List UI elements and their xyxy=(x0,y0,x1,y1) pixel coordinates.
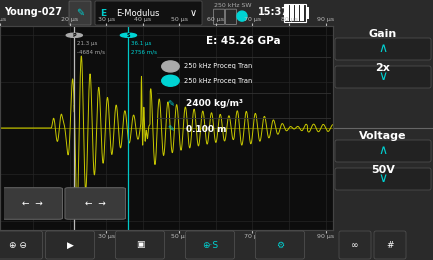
Text: 50V: 50V xyxy=(371,165,395,175)
Text: S: S xyxy=(240,14,244,19)
Text: 15:37: 15:37 xyxy=(258,8,289,17)
Circle shape xyxy=(237,11,247,21)
Text: Voltage: Voltage xyxy=(359,131,407,141)
Text: ⚙: ⚙ xyxy=(276,240,284,250)
FancyBboxPatch shape xyxy=(45,231,94,259)
Text: 21.3 µs: 21.3 µs xyxy=(77,41,97,46)
FancyBboxPatch shape xyxy=(255,231,304,259)
FancyBboxPatch shape xyxy=(339,231,371,259)
FancyBboxPatch shape xyxy=(335,38,431,60)
Text: ▶: ▶ xyxy=(67,240,74,250)
FancyBboxPatch shape xyxy=(0,231,42,259)
Text: 250 kHz SW: 250 kHz SW xyxy=(214,3,252,8)
Text: S: S xyxy=(127,33,130,38)
Text: ✎: ✎ xyxy=(76,8,84,18)
Circle shape xyxy=(162,61,179,72)
Text: ∞: ∞ xyxy=(351,240,359,250)
Circle shape xyxy=(66,33,82,37)
Text: ∧: ∧ xyxy=(378,42,388,55)
Text: 36.1 µs: 36.1 µs xyxy=(131,41,152,46)
FancyBboxPatch shape xyxy=(295,5,299,21)
FancyBboxPatch shape xyxy=(306,7,309,19)
Text: E: E xyxy=(100,9,106,17)
Circle shape xyxy=(120,33,136,37)
FancyBboxPatch shape xyxy=(374,231,406,259)
Text: 0.100 m: 0.100 m xyxy=(186,125,226,134)
Text: ✎: ✎ xyxy=(167,99,174,108)
Text: 2400 kg/m³: 2400 kg/m³ xyxy=(186,99,243,108)
Text: ∨: ∨ xyxy=(378,70,388,83)
Circle shape xyxy=(162,75,179,86)
Text: Young-027: Young-027 xyxy=(4,8,62,17)
Text: 2756 m/s: 2756 m/s xyxy=(131,49,157,54)
Text: E-Modulus: E-Modulus xyxy=(116,9,159,17)
Text: #: # xyxy=(386,240,394,250)
Text: P: P xyxy=(72,33,76,38)
Text: ∨: ∨ xyxy=(190,8,197,18)
Text: E: 45.26 GPa: E: 45.26 GPa xyxy=(207,36,281,46)
FancyBboxPatch shape xyxy=(116,231,165,259)
Text: ⊕ ⊖: ⊕ ⊖ xyxy=(9,240,27,250)
FancyBboxPatch shape xyxy=(285,5,289,21)
FancyBboxPatch shape xyxy=(335,140,431,162)
FancyBboxPatch shape xyxy=(2,188,62,219)
FancyBboxPatch shape xyxy=(95,1,202,25)
FancyBboxPatch shape xyxy=(185,231,235,259)
Text: ∧: ∧ xyxy=(378,145,388,158)
Text: P: P xyxy=(168,64,172,69)
Text: ▣: ▣ xyxy=(136,240,144,250)
FancyBboxPatch shape xyxy=(335,66,431,88)
FancyBboxPatch shape xyxy=(300,5,304,21)
FancyBboxPatch shape xyxy=(65,188,126,219)
FancyBboxPatch shape xyxy=(335,168,431,190)
FancyBboxPatch shape xyxy=(69,1,91,25)
Text: ⊕·S: ⊕·S xyxy=(202,240,218,250)
Text: -4684 m/s: -4684 m/s xyxy=(77,49,105,54)
Text: ←  →: ← → xyxy=(85,199,106,208)
Text: ✎: ✎ xyxy=(167,125,174,134)
Text: ←  →: ← → xyxy=(22,199,42,208)
Text: 250 kHz Proceq Tran: 250 kHz Proceq Tran xyxy=(184,63,252,69)
Text: 2x: 2x xyxy=(375,63,391,73)
Text: Gain: Gain xyxy=(369,29,397,39)
FancyBboxPatch shape xyxy=(290,5,294,21)
Text: S: S xyxy=(169,78,172,83)
Text: 250 kHz Proceq Tran: 250 kHz Proceq Tran xyxy=(184,78,252,84)
Text: ∨: ∨ xyxy=(378,172,388,185)
